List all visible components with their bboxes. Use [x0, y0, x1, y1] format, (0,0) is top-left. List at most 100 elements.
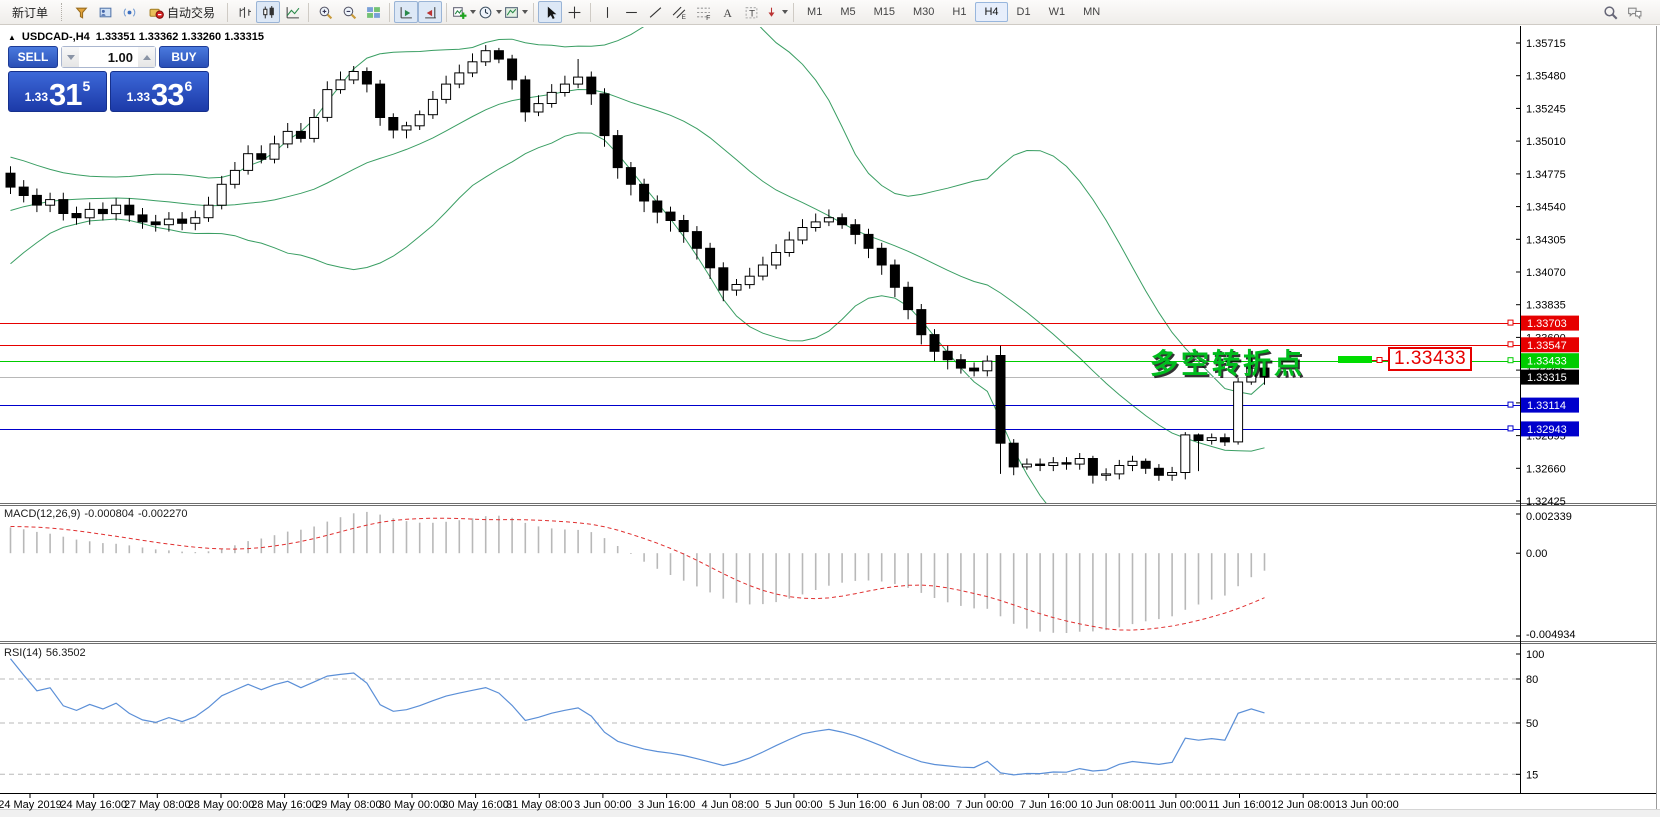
candle-bearish [889, 264, 900, 288]
candle-bearish [599, 93, 610, 137]
timeframe-button-m1[interactable]: M1 [798, 2, 831, 22]
template-icon [504, 5, 519, 20]
line-chart-mode-button[interactable] [280, 1, 304, 23]
level-anchor-square[interactable] [1507, 425, 1514, 432]
time-tick-label: 5 Jun 00:00 [765, 799, 823, 811]
signals-button[interactable] [117, 1, 141, 23]
volume-decrease-button[interactable] [62, 47, 79, 67]
candle-bearish [625, 167, 636, 185]
time-tick-label: 4 Jun 08:00 [702, 799, 760, 811]
sell-button[interactable]: SELL [8, 46, 58, 68]
level-anchor-square[interactable] [1507, 341, 1514, 348]
timeframe-button-mn[interactable]: MN [1074, 2, 1109, 22]
dropdown-arrow-icon[interactable] [470, 10, 477, 14]
text-tool-button[interactable]: A [715, 1, 739, 23]
candle-bearish [705, 247, 716, 269]
timeframe-button-h4[interactable]: H4 [975, 2, 1008, 22]
crosshair-tool-button[interactable] [562, 1, 586, 23]
toolbar-separator [793, 2, 795, 22]
timeframe-button-h1[interactable]: H1 [943, 2, 975, 22]
level-anchor-square[interactable] [1507, 357, 1514, 364]
zoom-in-button[interactable] [313, 1, 337, 23]
dropdown-arrow-icon[interactable] [782, 10, 789, 14]
chat-button[interactable] [1622, 1, 1646, 23]
candlestick-mode-button[interactable] [256, 1, 281, 23]
autotrading-button[interactable]: 自动交易 [141, 1, 223, 23]
candle-bearish [665, 211, 676, 222]
timeframe-button-m30[interactable]: M30 [904, 2, 943, 22]
search-button[interactable] [1598, 1, 1622, 23]
arrows-tool-button[interactable] [763, 1, 789, 23]
time-tick-label: 31 May 08:00 [506, 799, 573, 811]
bar-chart-mode-button[interactable] [232, 1, 256, 23]
clock-icon [478, 5, 493, 20]
templates-button[interactable] [503, 1, 529, 23]
metaquotes-community-icon[interactable] [69, 1, 93, 23]
time-tick-label: 13 Jun 00:00 [1335, 799, 1399, 811]
panel-frame [0, 26, 1660, 817]
level-price-text: 1.32943 [1527, 424, 1567, 436]
vertical-line-tool-button[interactable] [595, 1, 619, 23]
fibonacci-icon: F [696, 5, 711, 20]
price-tick-label: 1.34070 [1526, 267, 1566, 279]
chat-bubbles-icon [1627, 5, 1642, 20]
time-tick-label: 28 May 00:00 [188, 799, 255, 811]
dropdown-arrow-icon[interactable] [496, 10, 503, 14]
volume-value[interactable]: 1.00 [107, 49, 133, 65]
candle-bearish [177, 218, 188, 224]
candle-bearish [256, 153, 267, 160]
candle-bearish [612, 135, 623, 169]
navigator-button[interactable] [93, 1, 117, 23]
ohlc-values: 1.33351 1.33362 1.33260 1.33315 [95, 31, 264, 43]
candle-bearish [1008, 442, 1019, 468]
candle-bullish [467, 61, 478, 74]
timeframe-button-w1[interactable]: W1 [1040, 2, 1075, 22]
tile-windows-button[interactable] [361, 1, 385, 23]
candle-bullish [1114, 465, 1125, 475]
trendline-tool-button[interactable] [643, 1, 667, 23]
vertical-line-icon [600, 5, 615, 20]
timeframe-button-m5[interactable]: M5 [831, 2, 864, 22]
bollinger-middle-band [10, 88, 1265, 452]
price-axis[interactable]: 1.35715 1.35480 1.35245 1.35010 1.34775 1.345… [1507, 38, 1579, 781]
green-marker-segment[interactable] [1338, 356, 1372, 363]
fibonacci-tool-button[interactable]: F [691, 1, 715, 23]
periods-button[interactable] [477, 1, 503, 23]
cursor-tool-button[interactable] [538, 1, 563, 23]
level-anchor-square[interactable] [1507, 401, 1514, 408]
chart-shift-icon [423, 5, 438, 20]
buy-button[interactable]: BUY [159, 46, 209, 68]
volume-stepper[interactable]: 1.00 [61, 46, 156, 68]
level-price-box [1521, 421, 1579, 437]
chart-shift-button[interactable] [418, 1, 443, 23]
new-order-button[interactable]: 新订单 [4, 1, 56, 23]
channel-tool-button[interactable]: E [667, 1, 691, 23]
level-price-text: 1.33547 [1527, 340, 1567, 352]
candle-bearish [5, 172, 16, 188]
annotation-text[interactable]: 多空转折点 [1150, 348, 1306, 379]
dropdown-arrow-icon[interactable] [522, 10, 529, 14]
candle-bearish [1140, 460, 1151, 469]
horizontal-line-tool-button[interactable] [619, 1, 643, 23]
buy-price-tile[interactable]: 1.33 33 6 [110, 71, 209, 112]
level-anchor-square[interactable] [1507, 319, 1514, 326]
level-price-box [1521, 369, 1579, 385]
text-label-tool-button[interactable]: T [739, 1, 763, 23]
price-callout[interactable]: 1.33433 [1388, 347, 1473, 371]
indicators-button[interactable] [451, 1, 477, 23]
auto-scroll-button[interactable] [394, 1, 419, 23]
candle-bearish [942, 350, 953, 361]
equidistant-channel-icon: E [672, 5, 687, 20]
sell-price-tile[interactable]: 1.33 31 5 [8, 71, 107, 112]
callout-anchor-square[interactable] [1376, 357, 1383, 363]
zoom-out-button[interactable] [337, 1, 361, 23]
timeframe-button-d1[interactable]: D1 [1008, 2, 1040, 22]
candle-bearish [691, 231, 702, 249]
time-tick-label: 11 Jun 00:00 [1145, 799, 1208, 811]
collapse-arrow-icon[interactable]: ▲ [8, 32, 16, 42]
volume-increase-button[interactable] [138, 47, 155, 67]
timeframe-button-m15[interactable]: M15 [865, 2, 904, 22]
